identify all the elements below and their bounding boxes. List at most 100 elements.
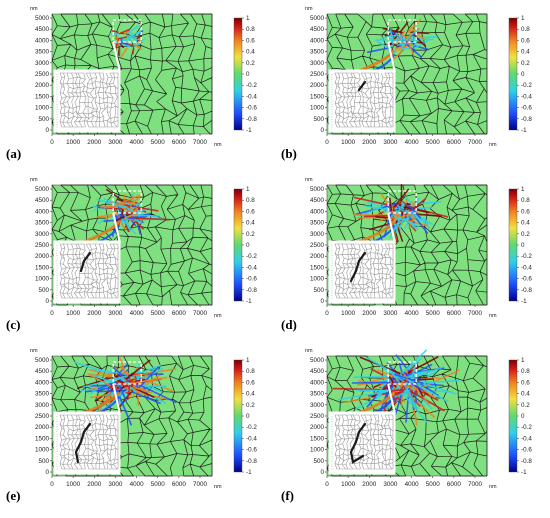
y-tick-label: 4000 [35, 379, 50, 386]
colorbar-tick-label: 0.2 [521, 231, 530, 238]
y-axis-unit: nm [305, 348, 313, 354]
colorbar [234, 18, 242, 130]
y-tick-label: 4000 [310, 379, 325, 386]
x-tick-label: 3000 [108, 139, 123, 146]
colorbar-tick-label: 0.4 [246, 391, 255, 398]
colorbar-tick-label: -0.4 [521, 435, 532, 442]
y-tick-label: 4500 [310, 26, 325, 33]
colorbar-tick-label: 0.6 [246, 208, 255, 215]
colorbar-tick-label: -1 [521, 298, 527, 305]
x-tick-label: 0 [325, 310, 329, 317]
x-tick-label: 0 [50, 310, 54, 317]
colorbar-tick-label: -1 [521, 469, 527, 476]
colorbar-tick-label: 0 [521, 413, 525, 420]
y-tick-label: 4500 [35, 197, 50, 204]
y-tick-label: 2500 [310, 242, 325, 249]
x-tick-label: 7000 [193, 481, 208, 488]
y-tick-label: 2000 [35, 424, 50, 431]
y-tick-label: 1000 [310, 447, 325, 454]
x-tick-label: 2000 [87, 481, 102, 488]
x-tick-label: 1000 [341, 310, 356, 317]
y-tick-label: 5000 [35, 357, 50, 364]
y-tick-label: 4500 [310, 368, 325, 375]
panel-label: (c) [6, 317, 20, 332]
y-tick-label: 4000 [310, 208, 325, 215]
colorbar-tick-label: 0.8 [521, 368, 530, 375]
x-tick-label: 0 [325, 481, 329, 488]
colorbar-tick-label: 1 [246, 186, 250, 193]
colorbar-tick-label: 0.6 [246, 37, 255, 44]
y-tick-label: 2500 [35, 242, 50, 249]
x-tick-label: 1000 [66, 139, 81, 146]
y-tick-label: 3000 [35, 231, 50, 238]
x-tick-label: 5000 [151, 310, 166, 317]
y-tick-label: 2000 [35, 82, 50, 89]
y-axis-unit: nm [30, 177, 38, 183]
panel-label: (b) [281, 146, 297, 161]
y-tick-label: 1000 [310, 276, 325, 283]
colorbar-tick-label: -0.8 [521, 287, 532, 294]
x-tick-label: 2000 [362, 139, 377, 146]
colorbar-tick-label: -0.2 [246, 253, 257, 260]
colorbar-tick-label: -0.4 [521, 93, 532, 100]
y-tick-label: 2000 [35, 253, 50, 260]
x-tick-label: 6000 [172, 139, 187, 146]
colorbar-tick-label: 0 [246, 71, 250, 78]
y-tick-label: 500 [38, 458, 49, 465]
y-tick-label: 500 [313, 458, 324, 465]
colorbar-tick-label: -0.4 [521, 264, 532, 271]
y-tick-label: 1500 [310, 93, 325, 100]
y-tick-label: 4000 [35, 37, 50, 44]
y-tick-label: 4500 [35, 26, 50, 33]
y-tick-label: 4000 [35, 208, 50, 215]
x-tick-label: 2000 [87, 310, 102, 317]
colorbar-tick-label: 0.6 [521, 208, 530, 215]
panel-label: (a) [6, 146, 21, 161]
colorbar-tick-label: -0.2 [521, 424, 532, 431]
y-tick-label: 2500 [310, 71, 325, 78]
y-tick-label: 5000 [35, 15, 50, 22]
colorbar-tick-label: 0.6 [521, 37, 530, 44]
y-tick-label: 4000 [310, 37, 325, 44]
x-tick-label: 0 [50, 481, 54, 488]
y-tick-label: 0 [320, 469, 324, 476]
y-tick-label: 5000 [35, 186, 50, 193]
y-tick-label: 3500 [35, 391, 50, 398]
x-tick-label: 7000 [193, 139, 208, 146]
x-tick-label: 2000 [362, 481, 377, 488]
colorbar-tick-label: -0.6 [246, 105, 257, 112]
colorbar-tick-label: 0 [246, 413, 250, 420]
x-tick-label: 0 [325, 139, 329, 146]
colorbar-tick-label: 0.4 [521, 49, 530, 56]
x-axis-unit: nm [214, 313, 222, 319]
x-axis-unit: nm [214, 142, 222, 148]
x-tick-label: 1000 [66, 481, 81, 488]
x-tick-label: 2000 [362, 310, 377, 317]
y-tick-label: 4500 [35, 368, 50, 375]
x-tick-label: 1000 [341, 481, 356, 488]
x-tick-label: 3000 [383, 310, 398, 317]
colorbar-tick-label: 0.2 [521, 60, 530, 67]
colorbar-tick-label: -1 [521, 127, 527, 134]
colorbar-tick-label: -0.6 [246, 276, 257, 283]
y-tick-label: 3500 [310, 220, 325, 227]
y-tick-label: 1000 [35, 105, 50, 112]
x-tick-label: 3000 [383, 481, 398, 488]
colorbar-tick-label: 0 [246, 242, 250, 249]
colorbar-tick-label: 0.8 [521, 26, 530, 33]
y-tick-label: 1000 [35, 276, 50, 283]
colorbar [234, 189, 242, 301]
y-tick-label: 3500 [310, 49, 325, 56]
colorbar-tick-label: 1 [521, 357, 525, 364]
y-tick-label: 3000 [35, 60, 50, 67]
colorbar-tick-label: 1 [246, 15, 250, 22]
colorbar-tick-label: -0.4 [246, 264, 257, 271]
colorbar-tick-label: -1 [246, 469, 252, 476]
